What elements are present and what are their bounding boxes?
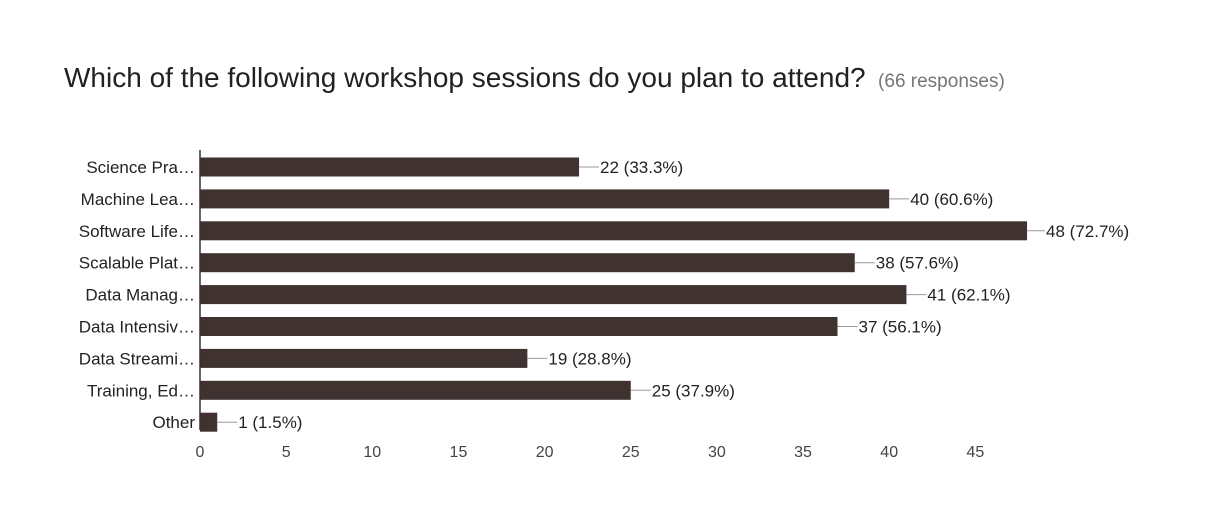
data-label: 38 (57.6%): [876, 254, 959, 273]
data-label: 37 (56.1%): [859, 318, 942, 337]
x-tick-label: 0: [196, 444, 205, 461]
category-label: Other: [152, 413, 195, 432]
category-label: Software Life…: [79, 222, 195, 241]
data-label: 40 (60.6%): [910, 190, 993, 209]
x-tick-label: 10: [363, 444, 381, 461]
x-tick-label: 15: [450, 444, 468, 461]
bar: [200, 189, 890, 209]
bar: [200, 348, 528, 368]
x-tick-label: 35: [794, 444, 812, 461]
chart-title: Which of the following workshop sessions…: [64, 62, 866, 93]
bar: [200, 412, 218, 432]
bar: [200, 221, 1028, 241]
category-label: Machine Lea…: [81, 190, 195, 209]
category-label: Training, Ed…: [87, 381, 195, 400]
data-label: 22 (33.3%): [600, 158, 683, 177]
category-label: Data Intensiv…: [79, 318, 195, 337]
response-count: (66 responses): [878, 71, 1005, 92]
bar: [200, 317, 838, 336]
x-tick-label: 40: [880, 444, 898, 461]
bar: [200, 285, 907, 305]
category-label: Data Manag…: [85, 286, 195, 305]
data-label: 25 (37.9%): [652, 381, 735, 400]
x-tick-label: 30: [708, 444, 726, 461]
x-tick-label: 25: [622, 444, 640, 461]
bar: [200, 380, 631, 400]
category-label: Scalable Plat…: [79, 254, 195, 273]
category-label: Data Streami…: [79, 349, 195, 368]
data-label: 41 (62.1%): [927, 286, 1010, 305]
bar: [200, 157, 580, 177]
question-header: Which of the following workshop sessions…: [64, 62, 1005, 94]
x-tick-label: 20: [536, 444, 554, 461]
category-label: Science Pra…: [86, 158, 195, 177]
data-label: 1 (1.5%): [238, 413, 302, 432]
x-tick-label: 45: [966, 444, 984, 461]
data-label: 19 (28.8%): [548, 349, 631, 368]
bar: [200, 253, 855, 273]
x-tick-label: 5: [282, 444, 291, 461]
data-label: 48 (72.7%): [1046, 222, 1129, 241]
